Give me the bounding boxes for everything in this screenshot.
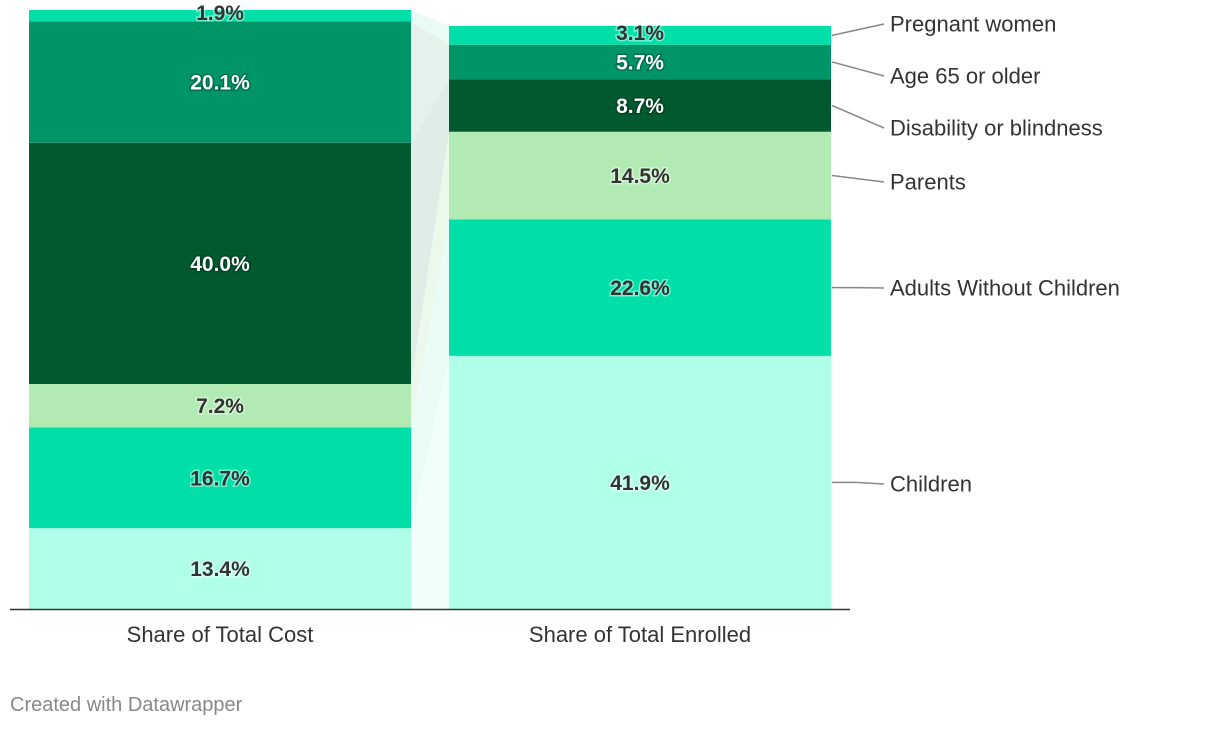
connector-band-children [411,355,449,609]
connector-band-adults-without-children [411,219,449,529]
bar-segment-1-pregnant-women [449,26,831,45]
data-label-1-disability-or-blindness: 8.7% [616,95,664,118]
bar-segment-0-adults-without-children [29,427,411,529]
data-label-1-pregnant-women: 3.1% [616,22,664,45]
bar-segment-0-children [29,528,411,609]
data-label-1-parents: 14.5% [610,165,670,188]
leader-line-children [832,481,885,485]
bar-segment-1-age-65-or-older [449,44,831,80]
data-label-0-pregnant-women: 1.9% [196,2,244,25]
data-label-0-parents: 7.2% [196,395,244,418]
legend-label-children: Children [890,472,972,497]
bar-segment-0-parents [29,383,411,428]
category-label-1: Share of Total Enrolled [529,622,751,647]
connector-band-pregnant-women [411,10,449,45]
legend-label-disability-or-blindness: Disability or blindness [890,116,1103,141]
bar-segment-0-age-65-or-older [29,21,411,143]
category-label-0: Share of Total Cost [127,622,314,647]
legend-label-pregnant-women: Pregnant women [890,12,1056,37]
connector-band-disability-or-blindness [411,79,449,384]
leader-line-pregnant-women [831,23,885,37]
bar-segment-0-pregnant-women [29,10,411,22]
data-label-1-age-65-or-older: 5.7% [616,51,664,74]
connector-band-age-65-or-older [411,21,449,143]
leader-line-age-65-or-older [831,61,885,77]
data-label-1-children: 41.9% [610,472,670,495]
data-label-0-disability-or-blindness: 40.0% [190,253,250,276]
leader-line-disability-or-blindness [831,104,885,129]
legend-label-adults-without-children: Adults Without Children [890,276,1120,301]
data-label-0-adults-without-children: 16.7% [190,467,250,490]
bar-segment-0-disability-or-blindness [29,142,411,384]
data-label-0-children: 13.4% [190,558,250,581]
bar-segment-1-adults-without-children [449,219,831,356]
datawrapper-credit[interactable]: Created with Datawrapper [10,694,243,716]
bar-segment-1-disability-or-blindness [449,79,831,132]
data-label-1-adults-without-children: 22.6% [610,277,670,300]
data-label-0-age-65-or-older: 20.1% [190,72,250,95]
legend-label-age-65-or-older: Age 65 or older [890,64,1040,89]
bar-segment-1-children [449,355,831,609]
legend-label-parents: Parents [890,170,966,195]
connector-band-parents [411,131,449,428]
leader-line-parents [831,174,885,183]
bar-segment-1-parents [449,131,831,220]
